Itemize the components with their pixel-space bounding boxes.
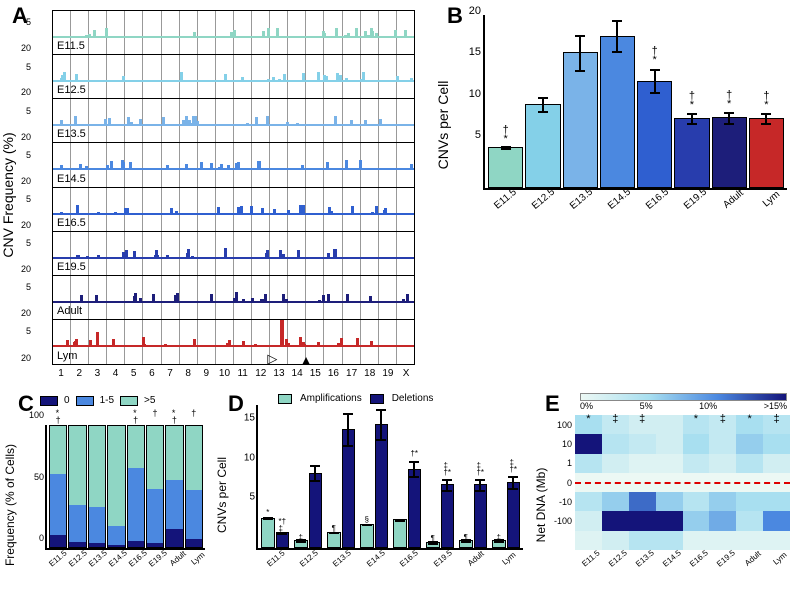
- panel-e: E 0%5%10%>15% Net DNA (Mb) 1001010-10-10…: [535, 395, 795, 595]
- track-E19.5: 520E19.5: [53, 232, 414, 276]
- bar-E19.5: †*: [674, 118, 709, 188]
- panel-e-label: E: [545, 391, 560, 417]
- stacked-bar: *†: [165, 425, 183, 548]
- panel-d-label: D: [228, 391, 244, 417]
- panel-c-legend: 01-5>5: [40, 395, 210, 406]
- panel-e-plot: 1001010-10-100*‡‡*‡*‡: [575, 415, 790, 550]
- stacked-bar: [68, 425, 86, 548]
- track-label: E11.5: [57, 40, 85, 52]
- bar-E14.5: [600, 36, 635, 188]
- panel-e-legend: 0%5%10%>15%: [580, 393, 787, 407]
- panel-b-plot: †*†*†*†*†* 5101520: [483, 15, 787, 190]
- bar-Lym: †*: [749, 118, 784, 188]
- stacked-bar: [88, 425, 106, 548]
- track-E13.5: 520E13.5: [53, 99, 414, 143]
- track-E16.5: 520E16.5: [53, 188, 414, 232]
- panel-a-xaxis: 12345678910111213141516171819X: [52, 368, 415, 383]
- panel-b-bars: †*†*†*†*†*: [485, 15, 787, 188]
- panel-c-bars: *†*††*††: [47, 425, 205, 548]
- track-label: E14.5: [57, 173, 86, 185]
- filled-arrow: ▲: [300, 353, 312, 367]
- panel-a-tracks: 520E11.5520E12.5520E13.5520E14.5520E16.5…: [52, 10, 415, 365]
- group: ‡: [294, 405, 322, 548]
- panel-b-ylabel: CNVs per Cell: [435, 81, 451, 170]
- track-label: E13.5: [57, 128, 86, 140]
- track-label: E16.5: [57, 217, 86, 229]
- panel-c: C 01-5>5 Frequency (% of Cells) *†*††*††…: [10, 395, 210, 595]
- stacked-bar: †: [185, 425, 203, 548]
- stacked-bar: *†: [127, 425, 145, 548]
- group: ¶‡†*: [426, 405, 454, 548]
- bar-E16.5: †*: [637, 81, 672, 188]
- bar-E13.5: [563, 52, 598, 188]
- track-E12.5: 520E12.5: [53, 55, 414, 99]
- panel-b: B CNVs per Cell †*†*†*†*†* 5101520 E11.5…: [435, 5, 795, 245]
- panel-a-ylabel: CNV Frequency (%): [0, 132, 16, 257]
- group: **†‡: [261, 405, 289, 548]
- panel-d-ylabel: CNVs per Cell: [215, 457, 229, 533]
- bar-Adult: †*: [712, 117, 747, 188]
- track-label: E19.5: [57, 261, 86, 273]
- group: †*: [393, 405, 421, 548]
- track-Adult: 520Adult: [53, 276, 414, 320]
- bar-E12.5: [525, 104, 560, 188]
- track-E14.5: 520E14.5: [53, 143, 414, 187]
- group: ‡‡†*: [492, 405, 520, 548]
- bar-E11.5: †*: [488, 147, 523, 188]
- stacked-bar: *†: [49, 425, 67, 548]
- track-label: Adult: [57, 305, 82, 317]
- track-label: E12.5: [57, 84, 86, 96]
- panel-a: A CNV Frequency (%) 520E11.5520E12.5520E…: [10, 5, 420, 385]
- panel-d-bars: **†‡‡¶§†*¶‡†*¶‡†*‡‡†*: [258, 405, 523, 548]
- open-arrow: ▷: [267, 351, 277, 367]
- panel-d-plot: **†‡‡¶§†*¶‡†*¶‡†*‡‡†* 51015: [256, 405, 523, 550]
- group: ¶‡†*: [459, 405, 487, 548]
- panel-b-label: B: [447, 3, 463, 29]
- stacked-bar: [107, 425, 125, 548]
- panel-d-legend: AmplificationsDeletions: [278, 393, 433, 404]
- track-label: Lym: [57, 350, 77, 362]
- group: §: [360, 405, 388, 548]
- group: ¶: [327, 405, 355, 548]
- track-Lym: 520Lym: [53, 320, 414, 364]
- panel-e-ylabel: Net DNA (Mb): [534, 468, 548, 543]
- panel-d: D AmplificationsDeletions CNVs per Cell …: [218, 395, 528, 595]
- panel-c-ylabel: Frequency (% of Cells): [3, 444, 17, 566]
- stacked-bar: †: [146, 425, 164, 548]
- track-E11.5: 520E11.5: [53, 11, 414, 55]
- zero-line: [575, 482, 790, 484]
- panel-c-plot: *†*††*†† 050100: [45, 425, 205, 550]
